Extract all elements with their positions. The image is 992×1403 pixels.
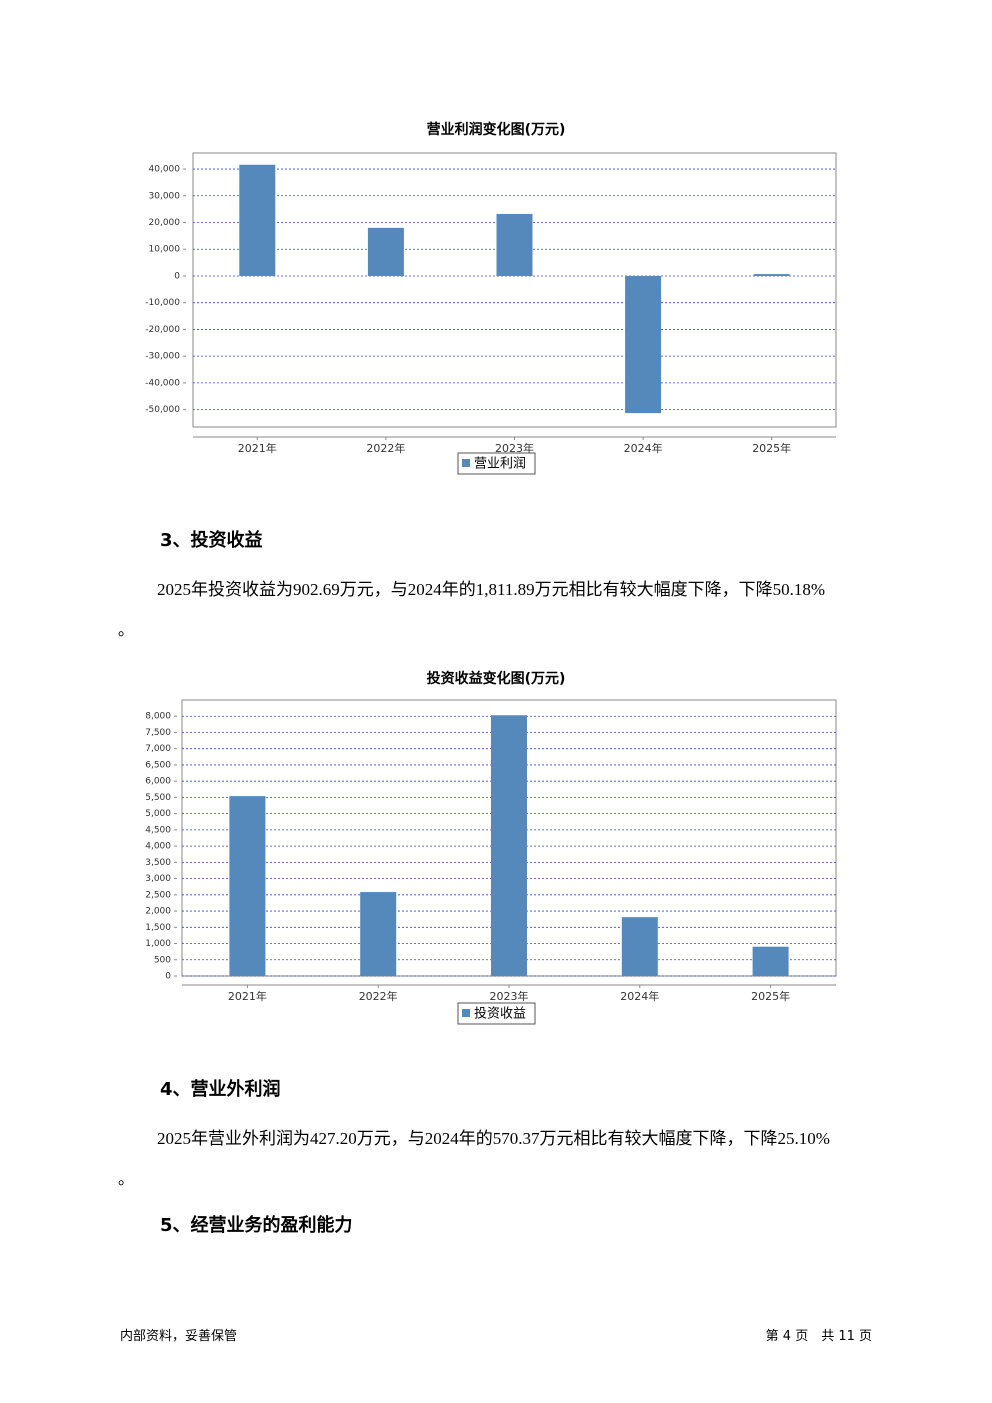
x-tick-label: 2025年 [751, 989, 790, 1003]
y-tick-label: 3,500 [145, 858, 171, 868]
x-tick-label: 2023年 [495, 441, 534, 455]
bar [360, 892, 397, 976]
bar [752, 946, 789, 976]
y-tick-label: 6,500 [145, 760, 171, 770]
bar [621, 917, 658, 976]
y-tick-label: 0 [165, 972, 171, 982]
paragraph: 2025年投资收益为902.69万元，与2024年的1,811.89万元相比有较… [157, 580, 826, 599]
y-tick-label: 7,500 [145, 728, 171, 738]
bar [753, 274, 790, 276]
x-tick-label: 2022年 [359, 989, 398, 1003]
x-tick-label: 2024年 [624, 441, 663, 455]
y-tick-label: 10,000 [149, 245, 181, 255]
y-tick-label: 5,500 [145, 793, 171, 803]
y-tick-label: 3,000 [145, 874, 171, 884]
x-tick-label: 2023年 [490, 989, 529, 1003]
chart-title: 营业利润变化图(万元) [427, 121, 566, 138]
heading: 5、经营业务的盈利能力 [160, 1215, 353, 1236]
y-tick-label: 4,500 [145, 825, 171, 835]
legend-swatch [462, 1009, 470, 1017]
legend-label: 投资收益 [474, 1006, 526, 1022]
y-tick-label: 1,500 [145, 923, 171, 933]
x-tick-label: 2021年 [238, 441, 277, 455]
footer-right: 第 4 页 共 11 页 [765, 1329, 872, 1344]
heading: 4、营业外利润 [160, 1079, 281, 1100]
heading: 3、投资收益 [160, 530, 263, 551]
y-tick-label: -10,000 [145, 298, 180, 308]
y-tick-label: 8,000 [145, 712, 171, 722]
bar [239, 164, 276, 276]
bar [229, 796, 266, 976]
x-tick-label: 2021年 [228, 989, 267, 1003]
legend-swatch [462, 459, 470, 467]
chart-title: 投资收益变化图(万元) [427, 670, 566, 687]
y-tick-label: 2,500 [145, 890, 171, 900]
y-tick-label: 7,000 [145, 744, 171, 754]
y-tick-label: 1,000 [145, 939, 171, 949]
paragraph-tail: 。 [118, 620, 135, 639]
y-tick-label: -30,000 [145, 352, 180, 362]
x-tick-label: 2022年 [366, 441, 405, 455]
chart: 投资收益变化图(万元) 0 500 1,000 1,500 2,000 2,500 3,000… [145, 670, 837, 1025]
y-tick-label: 20,000 [149, 218, 181, 228]
legend-label: 营业利润 [474, 457, 526, 472]
y-tick-label: 5,000 [145, 809, 171, 819]
plot-area [192, 152, 837, 428]
y-tick-label: 30,000 [149, 191, 181, 201]
bar [496, 213, 533, 276]
y-tick-label: 500 [154, 955, 171, 965]
bar [625, 275, 662, 414]
y-tick-label: -20,000 [145, 325, 180, 335]
bar [367, 227, 404, 276]
paragraph: 2025年营业外利润为427.20万元，与2024年的570.37万元相比有较大… [157, 1129, 830, 1148]
footer-left: 内部资料，妥善保管 [120, 1329, 238, 1344]
y-tick-label: 40,000 [149, 165, 181, 175]
x-tick-label: 2025年 [752, 441, 791, 455]
y-tick-label: 4,000 [145, 842, 171, 852]
y-tick-label: 6,000 [145, 777, 171, 787]
legend-box [457, 452, 536, 475]
chart: 营业利润变化图(万元) -50,000 -40,000 -30,000 -20,000 -… [145, 121, 837, 475]
legend-box [457, 1002, 536, 1025]
paragraph-tail: 。 [118, 1169, 135, 1188]
y-tick-label: 0 [174, 271, 180, 281]
bar [491, 715, 527, 976]
y-tick-label: -40,000 [145, 378, 180, 388]
y-tick-label: -50,000 [145, 405, 180, 415]
x-tick-label: 2024年 [620, 989, 659, 1003]
y-tick-label: 2,000 [145, 907, 171, 917]
